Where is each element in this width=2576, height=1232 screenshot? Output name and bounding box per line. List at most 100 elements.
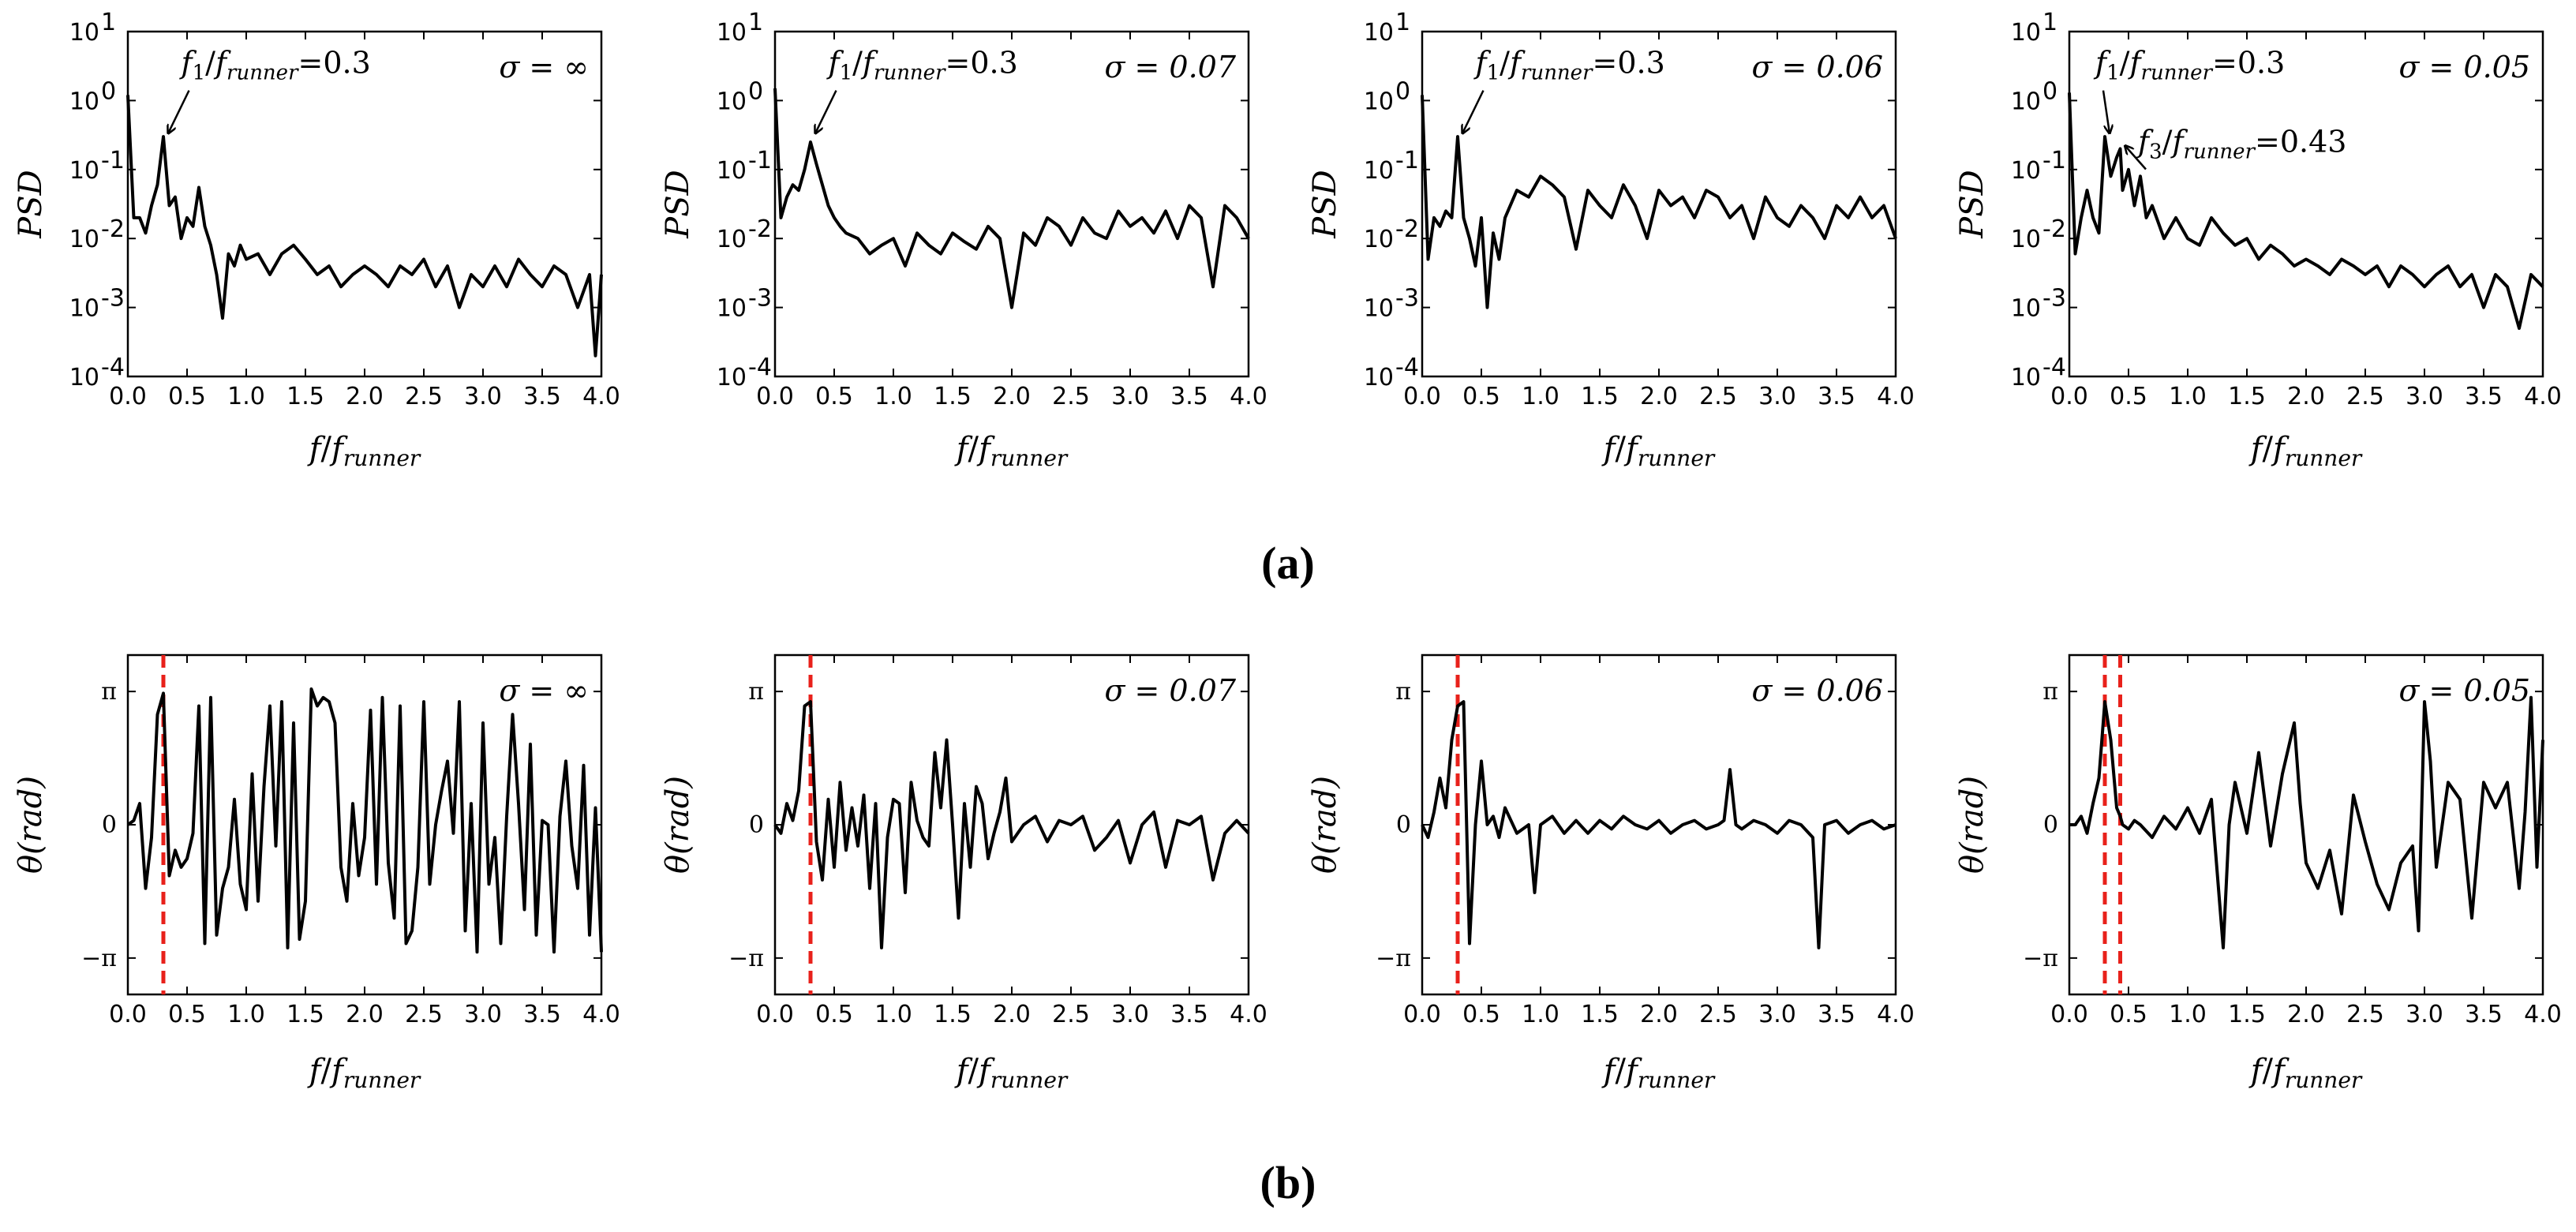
phase-row: 0.0 0.5 1.0 1.5 2.0 2.5 3.0 3.5 4.0 π 0 −π θ(rad) f/f… <box>13 653 2562 1093</box>
x-tick-label: 3.5 <box>1818 383 1855 410</box>
y-tick-exponent: -4 <box>101 354 125 381</box>
x-tick-label: 2.5 <box>1699 1001 1737 1028</box>
sigma-label: σ = ∞ <box>499 673 589 708</box>
x-tick-label: 4.0 <box>582 1001 620 1028</box>
y-tick-label: 10 <box>69 364 99 391</box>
y-tick-label: 10 <box>1364 295 1394 323</box>
x-axis-label: f/frunner <box>1601 431 1716 471</box>
x-tick-label: 3.0 <box>1758 1001 1796 1028</box>
y-tick-exponent: -4 <box>1395 354 1419 381</box>
x-tick-label: 0.0 <box>2050 1001 2088 1028</box>
x-axis-label: f/frunner <box>954 1053 1069 1093</box>
y-tick-exponent: -3 <box>2042 285 2066 313</box>
annotation-over-subscript: runner <box>227 62 299 85</box>
x-tick-label: 1.5 <box>286 383 324 410</box>
annotation-over-subscript: runner <box>1521 62 1593 85</box>
x-tick-label: 0.5 <box>168 1001 206 1028</box>
y-tick-exponent: 0 <box>1395 77 1410 105</box>
x-tick-label: 0.5 <box>1462 1001 1500 1028</box>
peak-annotation: f1/frunner=0.3 <box>1473 46 1665 85</box>
x-tick-label: 1.5 <box>2228 1001 2266 1028</box>
x-tick-label: 2.5 <box>1052 1001 1090 1028</box>
annotation-value: =0.43 <box>2255 124 2346 159</box>
x-tick-label: 1.5 <box>1581 1001 1619 1028</box>
x-tick-label: 3.5 <box>523 383 561 410</box>
y-tick-exponent: -2 <box>2042 215 2066 243</box>
x-label-slash: / <box>2263 431 2274 467</box>
x-tick-label: 3.0 <box>1758 383 1796 410</box>
y-tick-exponent: -2 <box>101 215 125 243</box>
y-tick-label: 10 <box>1364 157 1394 185</box>
x-axis-label: f/frunner <box>2248 431 2363 471</box>
x-axis-label: f/frunner <box>307 431 421 471</box>
y-tick-label: π <box>101 678 117 706</box>
annotation-value: =0.3 <box>945 46 1018 81</box>
x-tick-label: 0.0 <box>2050 383 2088 410</box>
y-tick-label: 0 <box>749 811 764 839</box>
y-tick-exponent: -1 <box>748 147 772 174</box>
y-tick-label: 10 <box>2011 364 2041 391</box>
y-tick-label: −π <box>2023 945 2058 972</box>
x-tick-label: 0.0 <box>1403 1001 1441 1028</box>
annotation-subscript: 1 <box>1487 62 1500 85</box>
x-label-slash: / <box>968 1053 979 1089</box>
x-tick-label: 3.0 <box>464 1001 502 1028</box>
annotation-slash: / <box>2120 46 2130 81</box>
x-tick-label: 1.0 <box>1522 1001 1559 1028</box>
x-tick-label: 3.5 <box>1818 1001 1855 1028</box>
y-tick-label: 10 <box>2011 19 2041 47</box>
sigma-label: σ = 0.05 <box>2398 673 2530 708</box>
y-tick-exponent: -1 <box>101 147 125 174</box>
y-tick-label: 10 <box>69 157 99 185</box>
x-tick-label: 1.5 <box>2228 383 2266 410</box>
y-tick-exponent: -1 <box>1395 147 1419 174</box>
x-label-slash: / <box>321 1053 332 1089</box>
y-tick-label: 10 <box>69 226 99 253</box>
y-tick-exponent: 1 <box>1395 9 1410 36</box>
y-tick-exponent: -3 <box>101 285 125 313</box>
y-axis-label: PSD <box>13 170 49 238</box>
y-tick-label: 10 <box>69 295 99 323</box>
x-tick-label: 1.5 <box>1581 383 1619 410</box>
annotation-subscript: 1 <box>840 62 853 85</box>
y-tick-label: 10 <box>1364 364 1394 391</box>
x-label-subscript: runner <box>990 1067 1069 1093</box>
subplot: 0.0 0.5 1.0 1.5 2.0 2.5 3.0 3.5 4.0 π 0 −π θ(rad) f/f… <box>13 653 620 1093</box>
y-tick-exponent: 0 <box>101 77 116 105</box>
annotation-arrow <box>2102 90 2110 133</box>
data-series-line <box>126 95 603 358</box>
x-tick-label: 2.0 <box>346 383 384 410</box>
x-tick-label: 0.5 <box>1462 383 1500 410</box>
x-tick-label: 1.0 <box>874 1001 912 1028</box>
x-tick-label: 4.0 <box>2524 383 2562 410</box>
panel-label-b: (b) <box>1260 1157 1316 1208</box>
x-tick-label: 1.0 <box>1522 383 1559 410</box>
x-label-slash: / <box>2263 1053 2274 1089</box>
annotation-subscript: 1 <box>2106 62 2120 85</box>
x-axis-label: f/frunner <box>307 1053 421 1093</box>
y-axis-label: PSD <box>660 170 696 238</box>
annotation-slash: / <box>2162 124 2173 159</box>
y-axis-label: θ(rad) <box>1307 776 1343 874</box>
y-tick-label: π <box>748 678 764 706</box>
y-tick-label: −π <box>81 945 117 972</box>
x-tick-label: 2.5 <box>405 1001 443 1028</box>
x-tick-label: 3.5 <box>1170 383 1208 410</box>
x-tick-label: 0.0 <box>109 1001 147 1028</box>
y-tick-exponent: 0 <box>2042 77 2057 105</box>
y-axis-label: PSD <box>1307 170 1343 238</box>
y-tick-label: 10 <box>717 226 747 253</box>
x-tick-label: 0.5 <box>815 1001 853 1028</box>
x-label-slash: / <box>968 431 979 467</box>
y-axis-label: θ(rad) <box>13 776 49 874</box>
x-tick-label: 3.5 <box>523 1001 561 1028</box>
data-series-line <box>2068 92 2544 330</box>
annotation-value: =0.3 <box>1593 46 1665 81</box>
y-tick-label: 10 <box>2011 88 2041 115</box>
x-tick-label: 4.0 <box>582 383 620 410</box>
sigma-label: σ = ∞ <box>499 50 589 84</box>
